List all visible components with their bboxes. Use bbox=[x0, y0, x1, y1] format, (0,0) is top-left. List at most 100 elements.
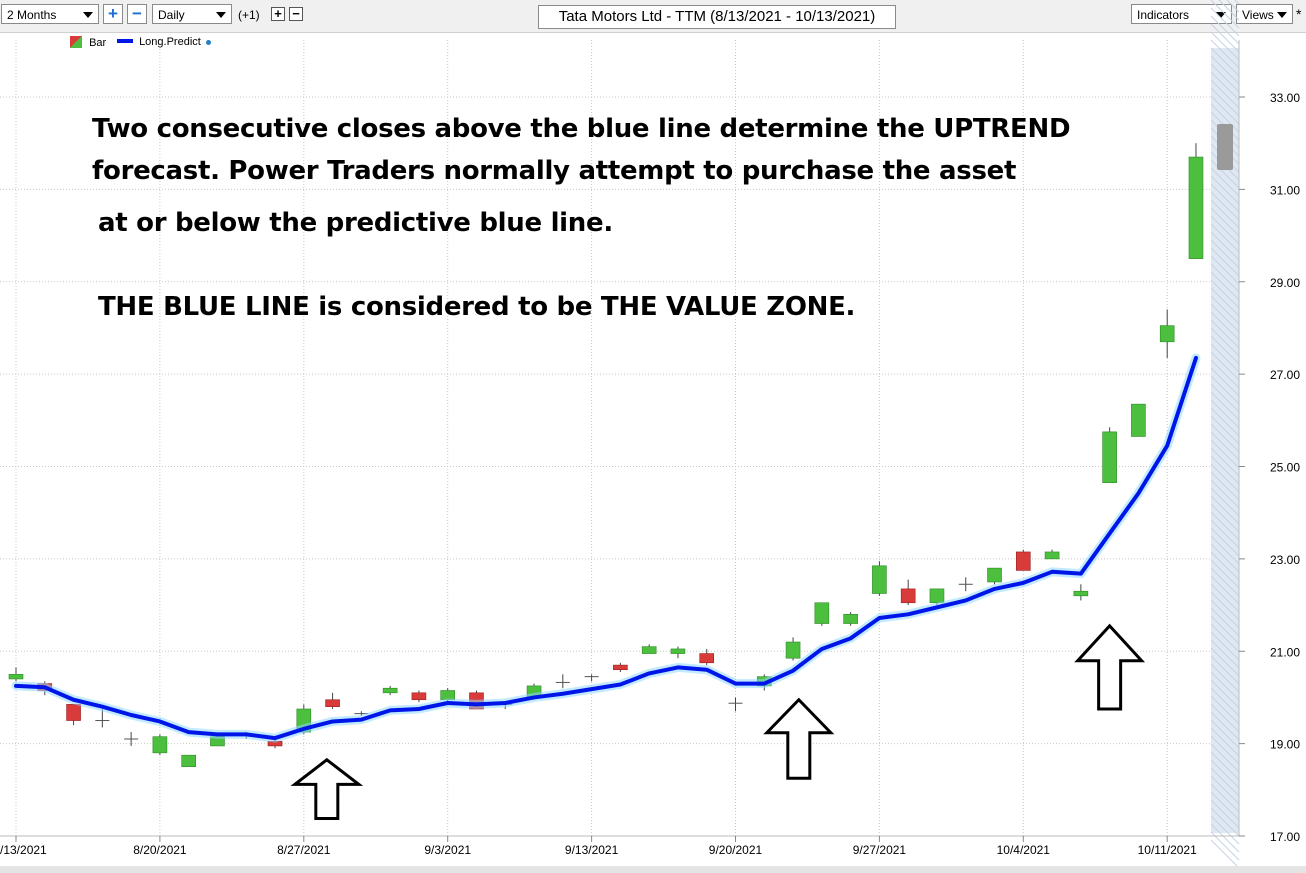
annotation-line-4: THE BLUE LINE is considered to be THE VA… bbox=[98, 292, 856, 322]
zoom-in-button[interactable]: + bbox=[103, 4, 123, 24]
candle bbox=[699, 648, 715, 666]
candle bbox=[1159, 309, 1175, 358]
hatch-line bbox=[1210, 655, 1240, 685]
candle-body bbox=[8, 674, 24, 680]
hatch-line bbox=[1210, 471, 1240, 501]
hatch-line bbox=[1210, 751, 1240, 781]
y-tick-label: 29.00 bbox=[1270, 276, 1300, 290]
range-select[interactable]: 2 Months bbox=[1, 4, 99, 24]
candle-body bbox=[1044, 551, 1060, 560]
range-select-value: 2 Months bbox=[7, 8, 57, 22]
candle-body bbox=[929, 588, 945, 604]
hatch-line bbox=[1210, 79, 1240, 109]
hatch-line bbox=[1210, 447, 1240, 477]
settings-dot-icon[interactable] bbox=[205, 40, 211, 45]
indicators-select[interactable]: Indicators bbox=[1131, 4, 1232, 24]
hatch-line bbox=[1210, 503, 1240, 533]
hatch-line bbox=[1210, 247, 1240, 277]
interval-select[interactable]: Daily bbox=[152, 4, 232, 24]
hatch-line bbox=[1210, 759, 1240, 789]
candle bbox=[95, 708, 110, 728]
hatch-line bbox=[1210, 23, 1240, 53]
y-tick-label: 33.00 bbox=[1270, 91, 1300, 105]
hatch-line bbox=[1210, 687, 1240, 717]
candle bbox=[555, 674, 570, 689]
candle bbox=[958, 577, 973, 592]
hatch-line bbox=[1210, 567, 1240, 597]
candle-body bbox=[613, 664, 628, 671]
hatch-line bbox=[1210, 31, 1240, 61]
hatch-line bbox=[1210, 679, 1240, 709]
hatch-line bbox=[1210, 95, 1240, 125]
predict-line-glow bbox=[11, 353, 1201, 743]
hatch-line bbox=[1210, 415, 1240, 445]
arrows bbox=[290, 623, 1146, 820]
annotation-line-2: forecast. Power Traders normally attempt… bbox=[92, 156, 1017, 186]
hatch-line bbox=[1210, 767, 1240, 797]
legend-predict-label: Long.Predict bbox=[139, 36, 201, 48]
x-tick-label: /13/2021 bbox=[0, 843, 47, 857]
hatch-line bbox=[1210, 359, 1240, 389]
candle bbox=[1188, 143, 1204, 259]
future-zone-hatch bbox=[1210, 0, 1240, 869]
candle bbox=[929, 588, 945, 606]
candle bbox=[728, 697, 743, 712]
hatch-line bbox=[1210, 71, 1240, 101]
up-arrow-icon bbox=[1074, 623, 1146, 711]
hatch-line bbox=[1210, 159, 1240, 189]
legend-bar[interactable]: Bar bbox=[70, 36, 106, 49]
candle-body bbox=[900, 588, 916, 604]
candle bbox=[843, 611, 858, 626]
x-tick-label: 10/4/2021 bbox=[997, 843, 1051, 857]
offset-minus-button[interactable]: − bbox=[289, 7, 303, 21]
hatch-line bbox=[1210, 375, 1240, 405]
candle bbox=[1073, 584, 1089, 601]
candle-body bbox=[1131, 403, 1146, 437]
candle-body bbox=[1188, 156, 1204, 259]
hatch-line bbox=[1210, 663, 1240, 693]
x-tick-label: 9/13/2021 bbox=[565, 843, 619, 857]
candle bbox=[670, 646, 686, 659]
hatch-line bbox=[1210, 703, 1240, 733]
x-tick-label: 10/11/2021 bbox=[1138, 843, 1197, 857]
horizontal-scrollbar[interactable] bbox=[0, 866, 1306, 873]
candle bbox=[584, 674, 599, 682]
chevron-down-icon bbox=[1277, 12, 1287, 18]
candle-body bbox=[382, 687, 398, 694]
interval-select-value: Daily bbox=[158, 8, 185, 22]
hatch-line bbox=[1210, 7, 1240, 37]
hatch-line bbox=[1210, 743, 1240, 773]
candle bbox=[124, 732, 139, 746]
candle-body bbox=[814, 602, 830, 624]
candle bbox=[382, 685, 398, 696]
offset-plus-button[interactable]: + bbox=[271, 7, 285, 21]
views-label: Views bbox=[1242, 8, 1274, 22]
hatch-line bbox=[1210, 695, 1240, 725]
candle-body bbox=[411, 692, 427, 701]
hatch-line bbox=[1210, 287, 1240, 317]
hatch-line bbox=[1210, 423, 1240, 453]
hatch-line bbox=[1210, 367, 1240, 397]
hatch-line bbox=[1210, 735, 1240, 765]
candle-body bbox=[641, 646, 657, 654]
hatch-line bbox=[1210, 167, 1240, 197]
hatch-line bbox=[1210, 551, 1240, 581]
views-select[interactable]: Views bbox=[1236, 4, 1293, 24]
chart-title: Tata Motors Ltd - TTM (8/13/2021 - 10/13… bbox=[538, 5, 896, 29]
hatch-line bbox=[1210, 303, 1240, 333]
candle bbox=[411, 690, 427, 703]
hatch-line bbox=[1210, 255, 1240, 285]
hatch-line bbox=[1210, 799, 1240, 829]
hatch-line bbox=[1210, 327, 1240, 357]
scroll-handle[interactable] bbox=[1217, 124, 1233, 170]
candle-body bbox=[987, 567, 1002, 583]
hatch-line bbox=[1210, 727, 1240, 757]
hatch-line bbox=[1210, 39, 1240, 69]
y-tick-label: 17.00 bbox=[1270, 830, 1300, 844]
zoom-out-button[interactable]: − bbox=[127, 4, 147, 24]
hatch-line bbox=[1210, 575, 1240, 605]
hatch-line bbox=[1210, 815, 1240, 845]
hatch-line bbox=[1210, 535, 1240, 565]
legend-predict[interactable]: Long.Predict bbox=[117, 36, 211, 48]
